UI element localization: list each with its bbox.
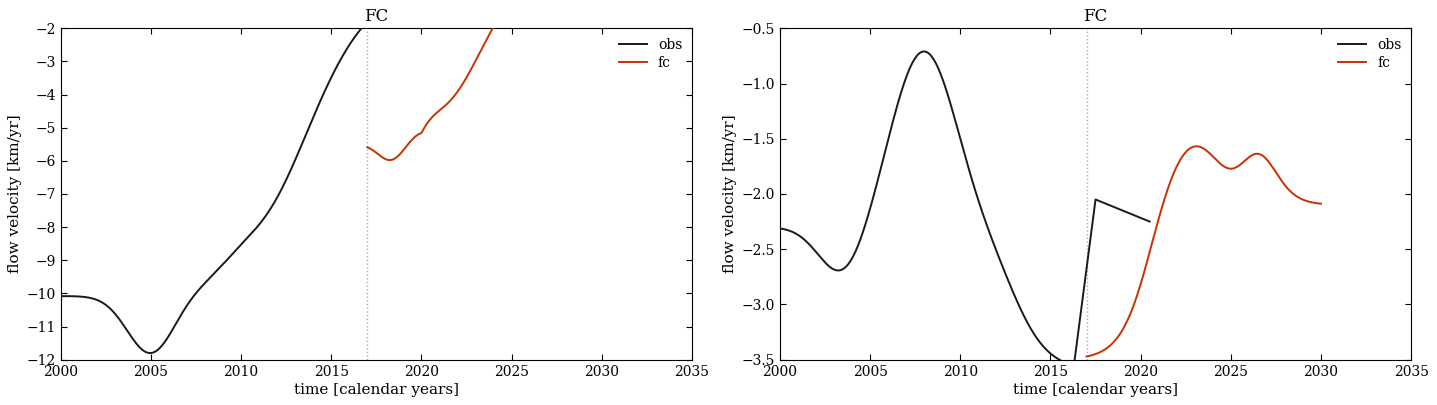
X-axis label: time [calendar years]: time [calendar years]	[293, 383, 458, 396]
Y-axis label: flow velocity [km/yr]: flow velocity [km/yr]	[9, 115, 23, 273]
Y-axis label: flow velocity [km/yr]: flow velocity [km/yr]	[723, 115, 737, 273]
Title: FC: FC	[364, 9, 388, 26]
Legend: obs, fc: obs, fc	[1332, 32, 1407, 76]
Legend: obs, fc: obs, fc	[614, 32, 688, 76]
X-axis label: time [calendar years]: time [calendar years]	[1013, 383, 1178, 396]
Title: FC: FC	[1083, 9, 1108, 26]
